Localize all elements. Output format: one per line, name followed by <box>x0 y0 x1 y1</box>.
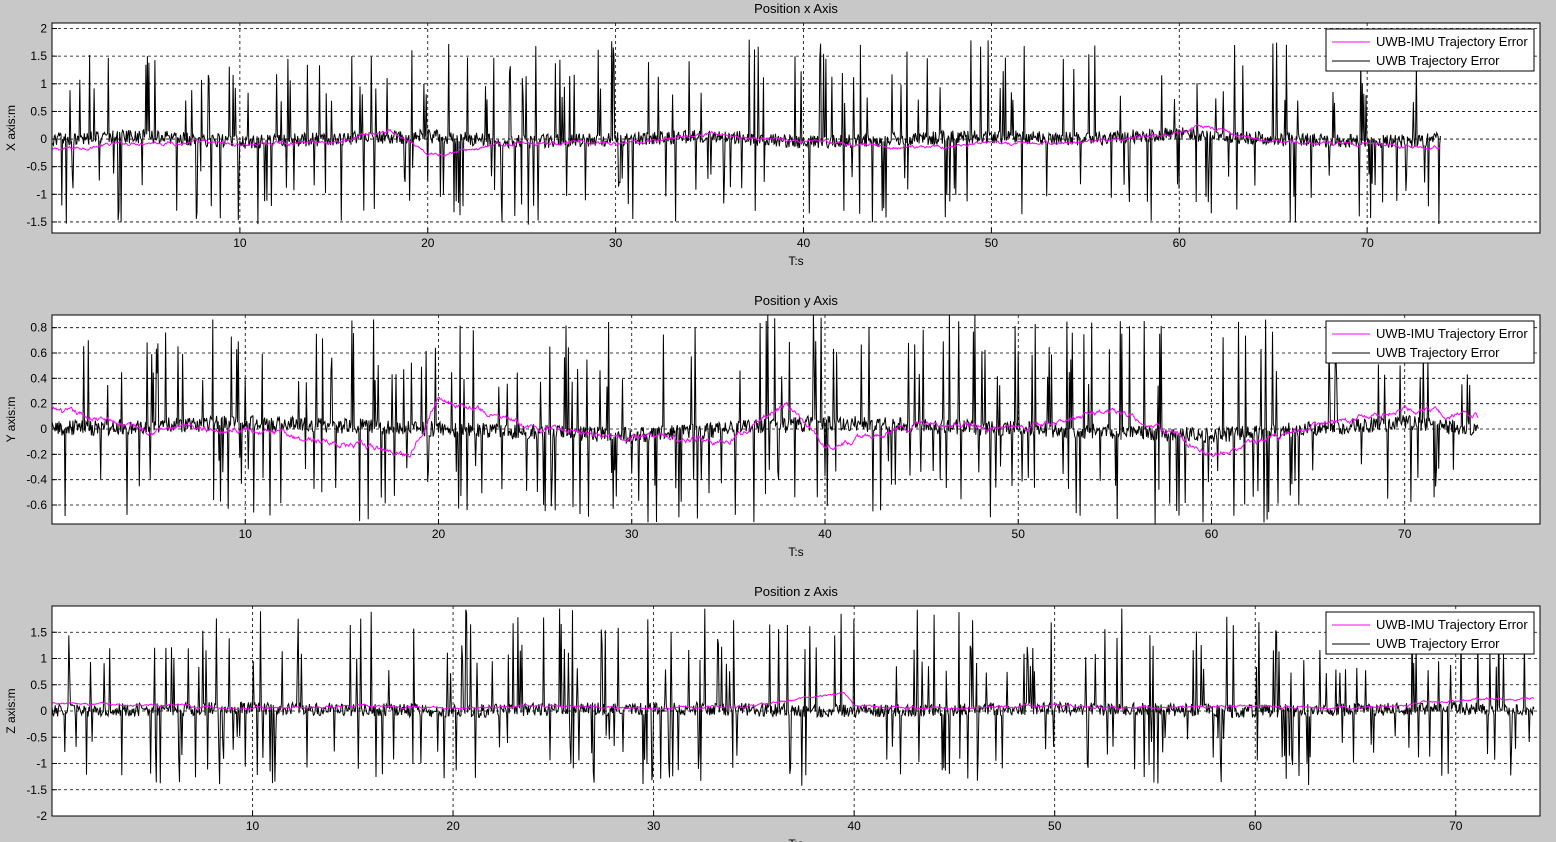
x-tick-label: 70 <box>1398 527 1412 541</box>
series-group <box>52 315 1479 524</box>
legend-box <box>1325 611 1535 655</box>
legend-label-uwb: UWB Trajectory Error <box>1376 53 1500 68</box>
x-axis-label: T:s <box>788 254 803 268</box>
x-tick-label: 30 <box>625 527 639 541</box>
series-line-uwb <box>52 315 1479 524</box>
series-line-uwb-imu <box>52 124 1441 158</box>
legend-label-uwb: UWB Trajectory Error <box>1376 636 1500 651</box>
legend-label-uwb-imu: UWB-IMU Trajectory Error <box>1376 326 1528 341</box>
x-tick-label: 50 <box>985 236 999 250</box>
x-tick-label: 70 <box>1449 819 1463 833</box>
x-tick-label: 20 <box>432 527 446 541</box>
y-tick-label: 0 <box>40 704 47 718</box>
x-tick-label: 50 <box>1012 527 1026 541</box>
x-tick-label: 60 <box>1173 236 1187 250</box>
series-group <box>52 608 1535 786</box>
y-tick-label: -0.5 <box>26 730 47 744</box>
chart-title: Position z Axis <box>754 584 838 599</box>
y-axis-label: X axis:m <box>4 105 18 151</box>
legend-label-uwb-imu: UWB-IMU Trajectory Error <box>1376 34 1528 49</box>
x-tick-label: 40 <box>847 819 861 833</box>
x-axis-label: T:s <box>788 545 803 559</box>
y-tick-label: -0.2 <box>26 447 47 461</box>
x-tick-label: 10 <box>239 527 253 541</box>
axes-frame <box>51 314 1541 525</box>
x-tick-label: 30 <box>647 819 661 833</box>
x-tick-label: 40 <box>818 527 832 541</box>
chart-title: Position x Axis <box>754 1 838 16</box>
x-tick-label: 70 <box>1360 236 1374 250</box>
x-tick-label: 50 <box>1048 819 1062 833</box>
y-tick-label: 0.4 <box>30 371 47 385</box>
y-tick-label: -1.5 <box>26 215 47 229</box>
y-tick-label: 0 <box>40 132 47 146</box>
axes-frame <box>51 22 1541 234</box>
x-tick-label: 20 <box>446 819 460 833</box>
y-tick-label: 0.6 <box>30 346 47 360</box>
y-axis-label: Y axis:m <box>4 397 18 443</box>
chart-title: Position y Axis <box>754 293 838 308</box>
y-tick-label: 0.5 <box>30 104 47 118</box>
y-tick-label: -1 <box>36 187 47 201</box>
legend: UWB-IMU Trajectory Error UWB Trajectory E… <box>1325 320 1535 364</box>
y-tick-label: 1 <box>40 77 47 91</box>
legend-label-uwb: UWB Trajectory Error <box>1376 345 1500 360</box>
legend-box <box>1325 28 1535 72</box>
y-tick-label: 0.8 <box>30 321 47 335</box>
legend: UWB-IMU Trajectory Error UWB Trajectory E… <box>1325 611 1535 655</box>
y-tick-label: -1 <box>36 757 47 771</box>
x-tick-label: 30 <box>609 236 623 250</box>
x-tick-label: 60 <box>1249 819 1263 833</box>
y-tick-label: -0.4 <box>26 473 47 487</box>
x-tick-label: 10 <box>246 819 260 833</box>
y-tick-label: 1.5 <box>30 625 47 639</box>
x-tick-label: 60 <box>1205 527 1219 541</box>
y-tick-label: 0.2 <box>30 397 47 411</box>
y-tick-label: 0.5 <box>30 678 47 692</box>
y-tick-label: 2 <box>40 22 47 36</box>
y-axis-label: Z axis:m <box>4 688 18 733</box>
series-group <box>52 39 1441 225</box>
chart-panel-2: 10 20 30 40 50 60 70 -0.6 -0.4 -0.2 0 0.2 0.4 0.6 0.8 P… <box>4 293 1541 559</box>
y-tick-label: 0 <box>40 422 47 436</box>
y-tick-label: -0.6 <box>26 498 47 512</box>
chart-panel-3: 10 20 30 40 50 60 70 -2 -1.5 -1 -0.5 0 0.5 1 1.5 Positi… <box>4 584 1541 842</box>
legend-label-uwb-imu: UWB-IMU Trajectory Error <box>1376 617 1528 632</box>
legend-box <box>1325 320 1535 364</box>
y-tick-label: -1.5 <box>26 783 47 797</box>
x-tick-label: 20 <box>421 236 435 250</box>
y-tick-label: 1 <box>40 652 47 666</box>
legend: UWB-IMU Trajectory Error UWB Trajectory E… <box>1325 28 1535 72</box>
y-tick-label: -2 <box>36 809 47 823</box>
y-tick-label: -0.5 <box>26 160 47 174</box>
x-tick-label: 10 <box>233 236 247 250</box>
series-line-uwb-imu <box>52 692 1535 711</box>
chart-panel-1: 10 20 30 40 50 60 70 -1.5 -1 -0.5 0 0.5 1 1.5 2 Positio… <box>4 1 1541 268</box>
x-tick-label: 40 <box>797 236 811 250</box>
series-line-uwb-imu <box>52 396 1479 459</box>
x-axis-label: T:s <box>788 837 803 842</box>
y-tick-label: 1.5 <box>30 49 47 63</box>
series-line-uwb <box>52 39 1441 225</box>
